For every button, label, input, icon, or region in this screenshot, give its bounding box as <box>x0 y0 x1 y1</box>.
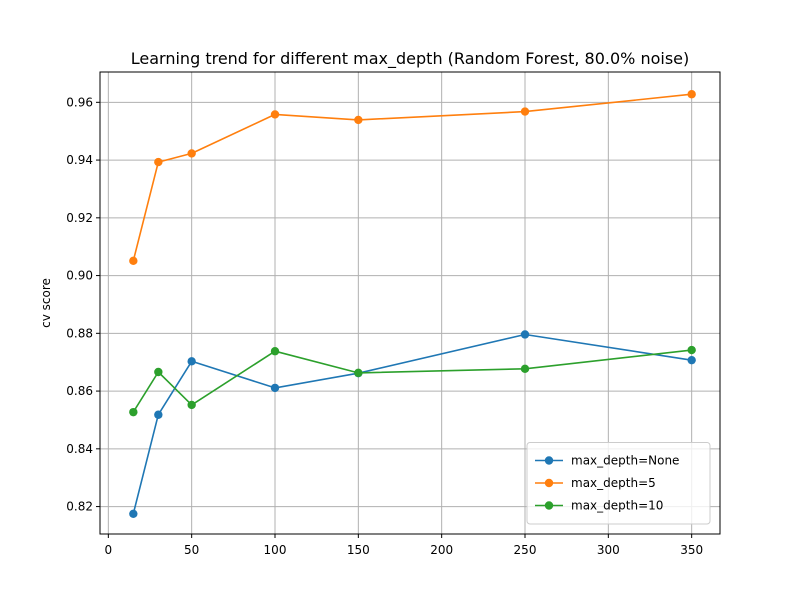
data-point <box>520 107 530 116</box>
data-point <box>154 157 163 167</box>
data-point <box>270 383 280 393</box>
y-tick-label: 0.92 <box>66 211 93 225</box>
legend-marker <box>544 478 554 488</box>
y-tick-label: 0.96 <box>66 95 93 109</box>
data-point <box>354 368 363 378</box>
data-point <box>187 357 196 366</box>
y-tick-label: 0.86 <box>66 384 93 398</box>
x-tick-label: 350 <box>680 543 703 557</box>
series-group <box>129 90 696 518</box>
chart-title: Learning trend for different max_depth (… <box>131 49 689 69</box>
data-point <box>187 400 196 410</box>
y-tick-label: 0.90 <box>66 269 93 283</box>
data-point <box>154 367 163 377</box>
x-tick-label: 0 <box>105 543 113 557</box>
plot-frame <box>99 71 721 535</box>
y-tick-label: 0.82 <box>66 500 93 514</box>
data-point <box>129 407 138 417</box>
legend-item: max_depth=10 <box>535 499 663 513</box>
axes: 0 50 100 150 200 250 300 350 0.82 0.84 0.86 0.88 0.9… <box>66 95 703 557</box>
series-2 <box>129 90 696 266</box>
legend-item: max_depth=5 <box>535 476 656 490</box>
data-point <box>129 256 138 266</box>
y-axis-label: cv score <box>39 278 53 328</box>
x-tick-label: 200 <box>430 543 453 557</box>
data-point <box>154 410 163 419</box>
legend-label: max_depth=None <box>571 454 679 468</box>
data-point <box>520 364 530 374</box>
legend: max_depth=None max_depth=5 max_depth=10 <box>526 442 711 525</box>
legend-marker <box>544 456 554 465</box>
data-point <box>270 347 280 356</box>
series-3 <box>129 345 696 417</box>
data-point <box>687 90 696 99</box>
x-tick-label: 50 <box>184 543 199 557</box>
x-tick-label: 250 <box>514 543 537 557</box>
legend-item: max_depth=None <box>535 454 679 468</box>
y-tick-label: 0.88 <box>66 326 93 340</box>
data-point <box>687 345 696 355</box>
data-point <box>687 355 696 365</box>
data-point <box>520 330 530 339</box>
y-tick-label: 0.94 <box>66 153 93 167</box>
legend-label: max_depth=5 <box>571 476 656 490</box>
data-point <box>129 509 138 518</box>
y-tick-label: 0.84 <box>66 442 93 456</box>
legend-label: max_depth=10 <box>571 499 663 513</box>
x-tick-label: 100 <box>264 543 287 557</box>
legend-box <box>526 442 711 525</box>
x-tick-label: 300 <box>597 543 620 557</box>
data-point <box>354 115 363 125</box>
data-point <box>270 110 280 119</box>
x-tick-label: 150 <box>347 543 370 557</box>
legend-marker <box>544 501 554 510</box>
data-point <box>187 149 196 158</box>
